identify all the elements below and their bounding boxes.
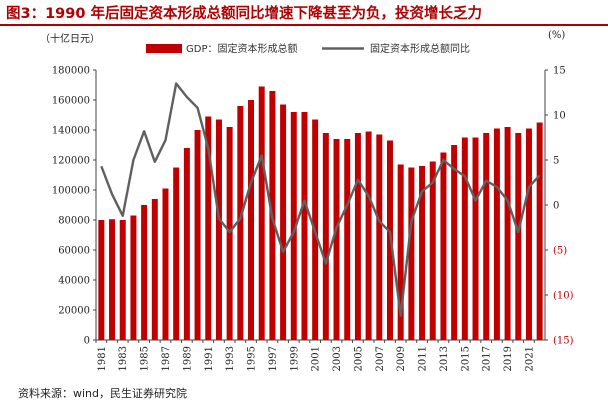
bar	[354, 133, 361, 340]
left-tick-label: 100000	[52, 186, 90, 197]
right-axis-unit: (%)	[548, 30, 566, 41]
left-tick-label: 120000	[52, 156, 90, 167]
axes-layer: 0 20000 40000 60000 80000 100000 120000 140000 1…	[52, 66, 574, 372]
x-tick-label: 1983	[118, 346, 129, 371]
bar	[493, 128, 500, 340]
bar	[301, 112, 308, 340]
bar	[536, 122, 543, 340]
bar	[397, 164, 404, 340]
x-tick-label: 2005	[353, 346, 364, 371]
bar	[173, 167, 180, 340]
bar	[408, 167, 415, 340]
bar	[119, 220, 126, 340]
bar	[322, 133, 329, 340]
line-series	[100, 82, 541, 317]
right-tick-label: 10	[553, 111, 566, 122]
bar	[237, 106, 244, 340]
left-tick-label: 20000	[58, 306, 90, 317]
bar	[141, 205, 148, 340]
x-tick-label: 2001	[311, 346, 322, 371]
bar	[429, 161, 436, 340]
chart-title: 图3：1990 年后固定资本形成总额同比增速下降甚至为负，投资增长乏力	[6, 6, 482, 22]
x-tick-label: 2013	[439, 346, 450, 371]
bar	[483, 133, 490, 340]
x-tick-label: 1985	[140, 346, 151, 371]
bar	[333, 139, 340, 340]
bar	[194, 130, 201, 340]
bar	[215, 119, 222, 340]
bar-series	[98, 86, 543, 340]
left-tick-label: 0	[84, 336, 90, 347]
right-tick-label: 5	[553, 156, 559, 167]
bar	[472, 137, 479, 340]
bar	[98, 220, 105, 340]
bar	[365, 131, 372, 340]
x-tick-label: 2019	[503, 346, 514, 371]
bar	[525, 128, 532, 340]
x-tick-label: 1997	[268, 346, 279, 371]
bar	[451, 145, 458, 340]
bar	[248, 100, 255, 340]
right-tick-label: (5)	[553, 246, 567, 257]
bar	[130, 215, 137, 340]
left-axis-unit: （十亿日元）	[40, 34, 100, 45]
growth-line	[100, 82, 541, 317]
left-tick-label: 80000	[58, 216, 90, 227]
bar	[205, 116, 212, 340]
left-tick-label: 140000	[52, 126, 90, 137]
bar	[440, 152, 447, 340]
right-tick-label: (10)	[553, 291, 574, 302]
x-tick-label: 1995	[247, 346, 258, 371]
bar	[258, 86, 265, 340]
legend-bar-label: GDP：固定资本形成总额	[186, 42, 297, 55]
right-tick-label: 15	[553, 66, 566, 77]
x-tick-label: 2003	[332, 346, 343, 371]
bar	[515, 133, 522, 340]
x-tick-label: 2017	[482, 346, 493, 371]
x-tick-label: 2015	[460, 346, 471, 371]
bar	[226, 127, 233, 340]
bar	[461, 137, 468, 340]
left-tick-label: 180000	[52, 66, 90, 77]
bar	[290, 112, 297, 340]
bar	[280, 104, 287, 340]
bar	[162, 188, 169, 340]
bar	[376, 134, 383, 340]
x-tick-label: 1981	[97, 346, 108, 371]
left-tick-label: 60000	[58, 246, 90, 257]
left-tick-label: 40000	[58, 276, 90, 287]
x-tick-label: 1989	[182, 346, 193, 371]
right-tick-label: (15)	[553, 336, 574, 347]
bar	[344, 139, 351, 340]
x-tick-label: 1999	[289, 346, 300, 371]
bar	[419, 166, 426, 340]
right-tick-label: 0	[553, 201, 559, 212]
legend-line-label: 固定资本形成总额同比	[370, 42, 470, 55]
x-tick-label: 1991	[204, 346, 215, 371]
bar	[109, 219, 116, 340]
legend-bar-swatch	[146, 44, 182, 53]
bar	[504, 127, 511, 340]
x-tick-label: 1993	[225, 346, 236, 371]
x-tick-label: 2009	[396, 346, 407, 371]
title-bar: 图3：1990 年后固定资本形成总额同比增速下降甚至为负，投资增长乏力	[0, 0, 608, 26]
source-note: 资料来源：wind，民生证券研究院	[18, 387, 188, 400]
bar	[151, 199, 158, 340]
x-tick-label: 2007	[375, 346, 386, 371]
x-tick-label: 2021	[524, 346, 535, 371]
x-tick-label: 2011	[418, 346, 429, 371]
left-tick-label: 160000	[52, 96, 90, 107]
legend: GDP：固定资本形成总额 固定资本形成总额同比	[146, 42, 470, 55]
x-tick-label: 1987	[161, 346, 172, 371]
bar	[183, 148, 190, 340]
